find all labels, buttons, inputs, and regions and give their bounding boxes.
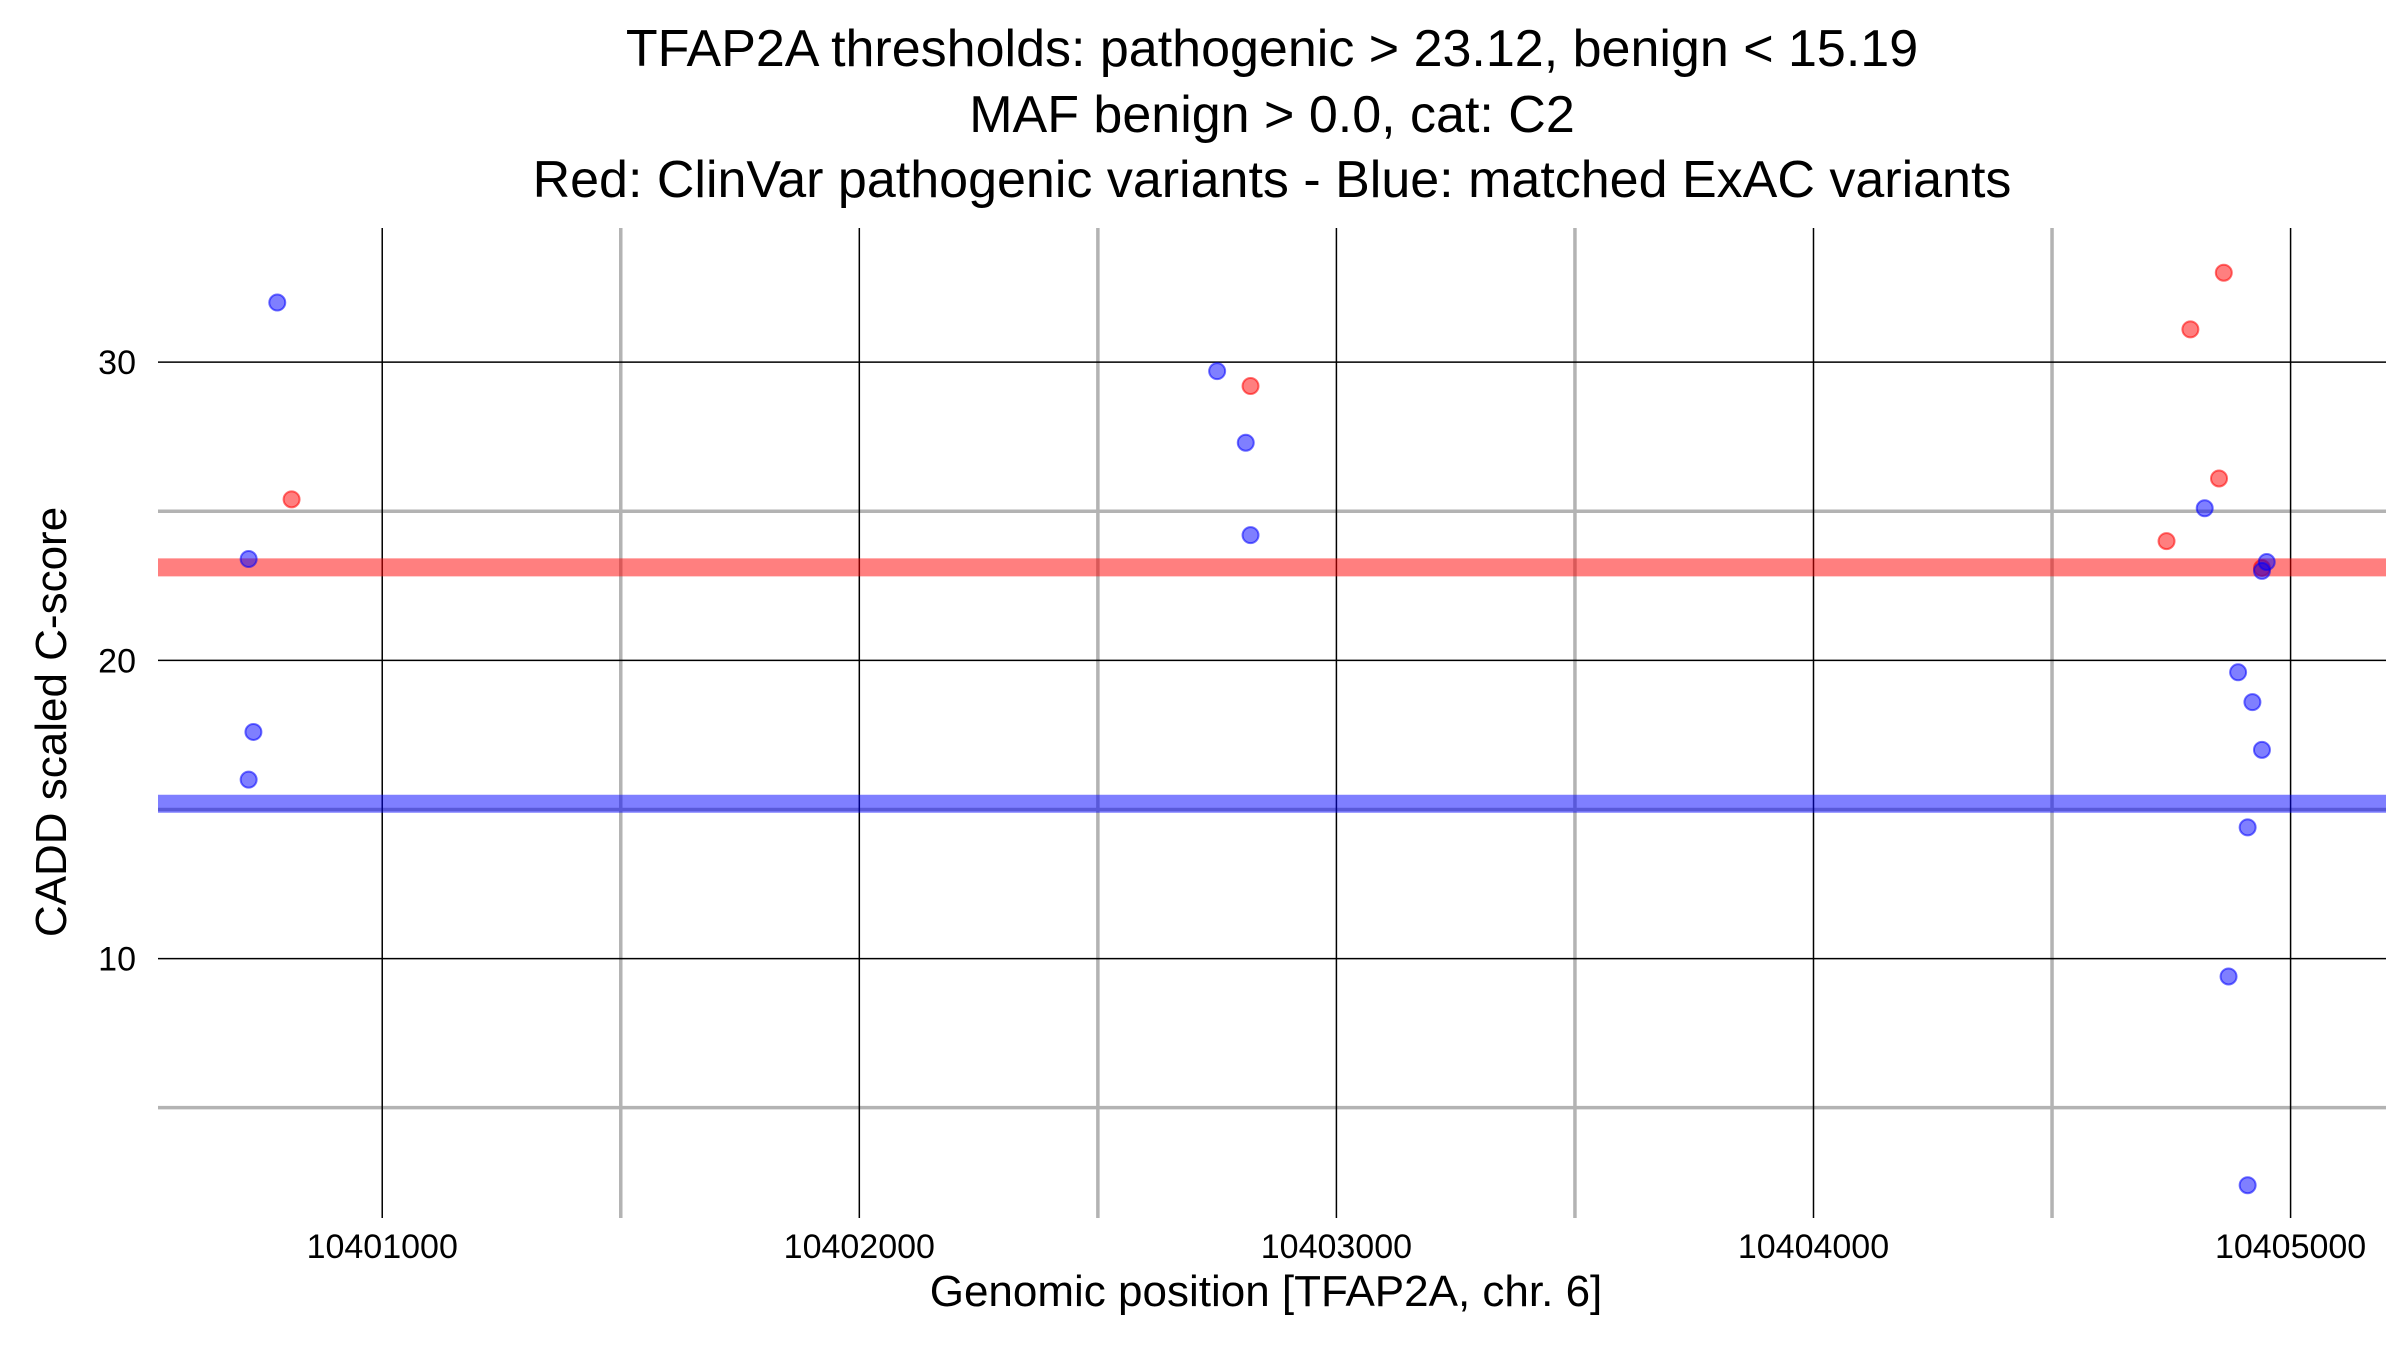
blue-data-point — [239, 549, 258, 568]
red-data-point — [282, 490, 301, 509]
blue-data-point — [268, 293, 287, 312]
x-tick-label: 10403000 — [1261, 1228, 1412, 1266]
x-tick-label: 10405000 — [2215, 1228, 2366, 1266]
blue-data-point — [2238, 818, 2257, 837]
blue-data-point — [2257, 552, 2276, 571]
blue-data-point — [2229, 663, 2248, 682]
blue-data-point — [239, 770, 258, 789]
chart-title-line-2: MAF benign > 0.0, cat: C2 — [969, 86, 1575, 144]
data-points — [239, 263, 2276, 1195]
x-tick-label: 10402000 — [784, 1228, 935, 1266]
chart-title-line-1: TFAP2A thresholds: pathogenic > 23.12, b… — [626, 20, 1918, 78]
chart-title-line-3: Red: ClinVar pathogenic variants - Blue:… — [533, 151, 2012, 209]
blue-data-point — [2219, 967, 2238, 986]
x-tick-label: 10401000 — [307, 1228, 458, 1266]
red-data-point — [1241, 377, 1260, 396]
blue-data-point — [1208, 362, 1227, 381]
blue-data-point — [244, 722, 263, 741]
y-tick-label: 30 — [98, 344, 136, 382]
blue-data-point — [2243, 693, 2262, 712]
y-axis-label: CADD scaled C-score — [27, 507, 76, 937]
grid — [158, 228, 2386, 1218]
blue-data-point — [2195, 499, 2214, 518]
red-data-point — [2157, 532, 2176, 551]
y-tick-label: 10 — [98, 941, 136, 979]
red-data-point — [2210, 469, 2229, 488]
chart-title: TFAP2A thresholds: pathogenic > 23.12, b… — [533, 20, 2012, 209]
blue-data-point — [1241, 526, 1260, 545]
red-data-point — [2181, 320, 2200, 339]
tick-labels: 10401000 10402000 10403000 10404000 10405000… — [98, 344, 2366, 1266]
blue-data-point — [1236, 433, 1255, 452]
red-data-point — [2214, 263, 2233, 282]
x-axis-label: Genomic position [TFAP2A, chr. 6] — [930, 1267, 1603, 1316]
threshold-lines — [158, 558, 2386, 813]
blue-data-point — [2238, 1176, 2257, 1195]
y-tick-label: 20 — [98, 642, 136, 680]
blue-data-point — [2252, 740, 2271, 759]
x-tick-label: 10404000 — [1738, 1228, 1889, 1266]
